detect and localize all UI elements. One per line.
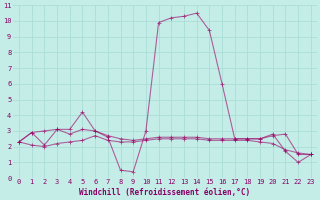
X-axis label: Windchill (Refroidissement éolien,°C): Windchill (Refroidissement éolien,°C) [79,188,251,197]
